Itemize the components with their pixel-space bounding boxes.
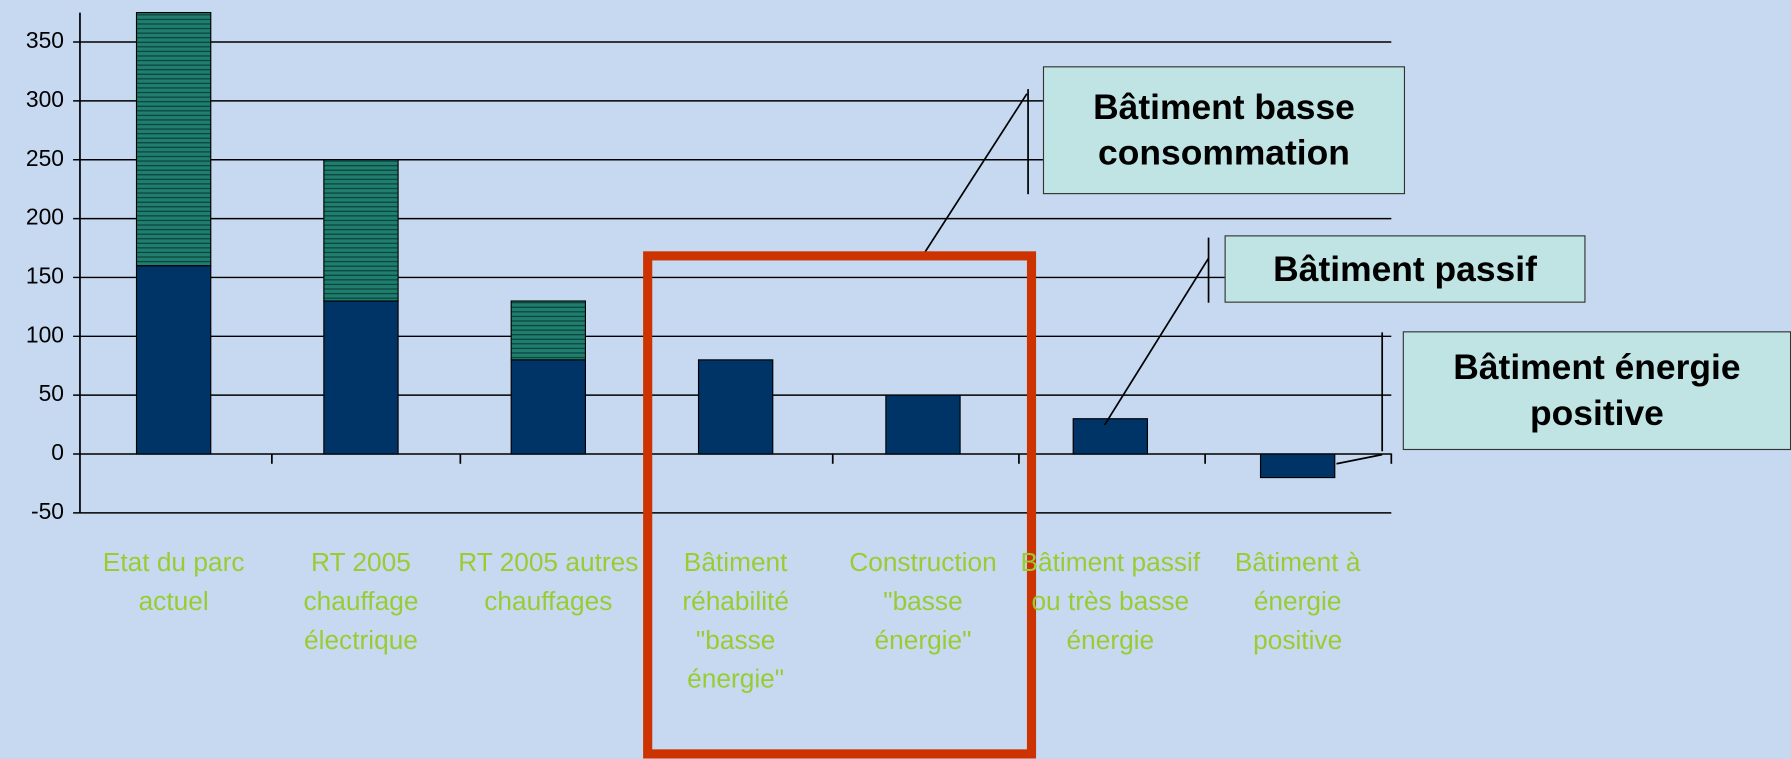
x-tick-label: Etat du parc actuel: [102, 547, 245, 616]
bar-segment: [1072, 418, 1149, 455]
bar-segment: [323, 159, 399, 302]
bar-segment: [323, 300, 399, 455]
annotation: Bâtiment énergie positive: [1402, 331, 1791, 451]
annotation: Bâtiment basse consommation: [1042, 66, 1406, 195]
bar-segment: [885, 394, 961, 455]
bar-segment: [697, 359, 774, 455]
y-tick-label: 50: [39, 380, 64, 406]
highlight-box: [643, 251, 1037, 759]
x-tick-label: RT 2005 chauffage électrique: [303, 547, 419, 655]
callout-line: [921, 93, 1028, 258]
bar-segment: [510, 359, 586, 455]
y-tick-label: 250: [26, 145, 64, 171]
x-tick-label: Bâtiment passif ou très basse énergie: [1020, 547, 1201, 655]
callout-line: [1336, 453, 1383, 465]
y-tick-label: 0: [51, 439, 64, 465]
bar-segment: [135, 11, 212, 267]
x-tick-label: RT 2005 autres chauffages: [458, 547, 639, 616]
y-tick-label: -50: [31, 498, 64, 524]
x-tick-label: Bâtiment réhabilité "basse énergie": [682, 547, 789, 694]
y-tick-label: 200: [26, 204, 64, 230]
callout-line: [1103, 257, 1210, 426]
y-tick-label: 300: [26, 86, 64, 112]
bar-segment: [135, 265, 212, 455]
y-tick-label: 150: [26, 262, 64, 288]
x-tick-label: Construction "basse énergie": [849, 547, 997, 655]
y-tick-label: 100: [26, 321, 64, 347]
y-tick-label: 350: [26, 27, 64, 53]
annotation: Bâtiment passif: [1224, 235, 1586, 303]
x-tick-label: Bâtiment à énergie positive: [1234, 547, 1361, 655]
bar-segment: [1259, 453, 1336, 479]
bar-segment: [510, 300, 586, 361]
